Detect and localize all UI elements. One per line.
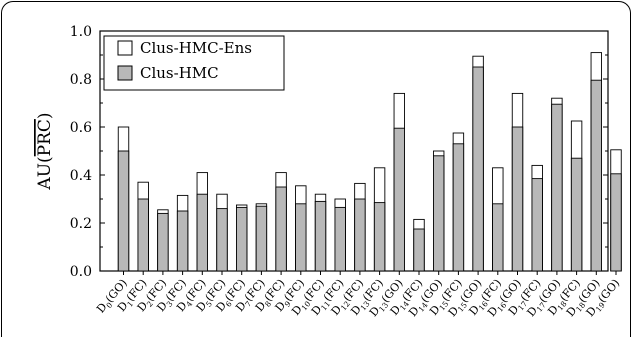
x-tick-label-suffix: (FC) (124, 277, 150, 304)
x-tick-label-suffix: (GO) (595, 277, 622, 306)
bar-clus-hmc (433, 155, 445, 272)
bar-clus-hmc (275, 186, 287, 272)
bar-clus-hmc (295, 203, 307, 272)
bar-clus-hmc (511, 126, 524, 272)
bar-clus-hmc (472, 66, 484, 272)
x-tick-label-suffix: (FC) (143, 277, 169, 304)
x-axis: D0(GO)D1(FC)D2(FC)D3(FC)D4(FC)D5(FC)D6(F… (94, 271, 622, 319)
y-axis-label-prefix: AU( (35, 156, 55, 190)
bar-clus-hmc (354, 198, 366, 272)
x-tick-label-suffix: (FC) (281, 277, 307, 304)
bar-clus-hmc (157, 212, 169, 272)
bar-clus-hmc (137, 198, 149, 272)
x-tick-label-suffix: (FC) (242, 277, 268, 304)
bar-clus-hmc (452, 143, 465, 272)
x-tick-label-sub: 7 (243, 299, 253, 309)
x-tick-label-sub: 1 (125, 299, 135, 308)
bar-clus-hmc (334, 206, 346, 272)
legend-swatch-ens (117, 40, 133, 56)
x-tick-label-suffix: (FC) (183, 277, 209, 304)
x-tick-label-sub: 9 (283, 299, 293, 309)
x-tick-label-sub: 0 (104, 300, 114, 310)
bar-clus-hmc (235, 206, 248, 272)
bar-clus-hmc (492, 203, 504, 272)
bar-clus-hmc (551, 103, 563, 272)
legend-label-hmc: Clus-HMC (140, 64, 219, 82)
x-tick-label-sub: 3 (165, 299, 175, 309)
bar-clus-hmc (196, 193, 209, 272)
bar-clus-hmc (393, 127, 405, 272)
x-tick-label-sub: 2 (145, 299, 155, 309)
bar-clus-hmc (314, 200, 327, 272)
bar-clus-hmc (590, 79, 602, 272)
x-tick-label-suffix: (FC) (301, 277, 327, 304)
bar-clus-hmc (176, 210, 189, 272)
bar-clus-hmc (531, 178, 543, 272)
bar-clus-hmc (117, 150, 130, 272)
y-tick-label: 0.6 (70, 120, 92, 136)
bars-group (117, 52, 622, 272)
legend-swatch-hmc (117, 65, 133, 81)
y-axis-label-suffix: ) (35, 112, 55, 119)
x-tick-label-sub: 4 (184, 299, 194, 309)
bar-clus-hmc (570, 157, 583, 272)
y-tick-label: 0.4 (70, 168, 92, 184)
y-axis-label-overline: PRC (35, 119, 55, 156)
x-tick-label-suffix: (FC) (340, 277, 366, 304)
y-tick-label: 0.2 (70, 216, 92, 232)
bar-clus-hmc (255, 205, 268, 272)
legend-label-ens: Clus-HMC-Ens (140, 39, 252, 57)
y-tick-label: 0.0 (70, 264, 92, 280)
x-tick-label-suffix: (FC) (222, 277, 248, 304)
y-tick-label: 1.0 (70, 24, 92, 40)
x-tick-label-sub: 5 (204, 299, 214, 309)
bar-clus-hmc (373, 202, 386, 272)
bar-clus-hmc (216, 208, 228, 272)
bar-clus-hmc (413, 228, 425, 272)
bar-clus-hmc (610, 173, 622, 272)
x-tick-label-sub: 6 (224, 299, 234, 309)
x-tick-label-suffix: (FC) (321, 277, 347, 304)
y-axis: 0.0 0.2 0.4 0.6 0.8 1.0 (70, 24, 608, 280)
x-tick-label-suffix: (FC) (203, 277, 229, 304)
x-tick-label-sub: 8 (263, 299, 273, 309)
x-tick-label-suffix: (FC) (262, 277, 288, 304)
x-tick-label-suffix: (FC) (163, 277, 189, 304)
y-tick-label: 0.8 (70, 72, 92, 88)
legend: Clus-HMC-Ens Clus-HMC (103, 35, 285, 91)
legend-box (103, 35, 285, 91)
y-axis-label: AU(PRC) (35, 112, 55, 190)
